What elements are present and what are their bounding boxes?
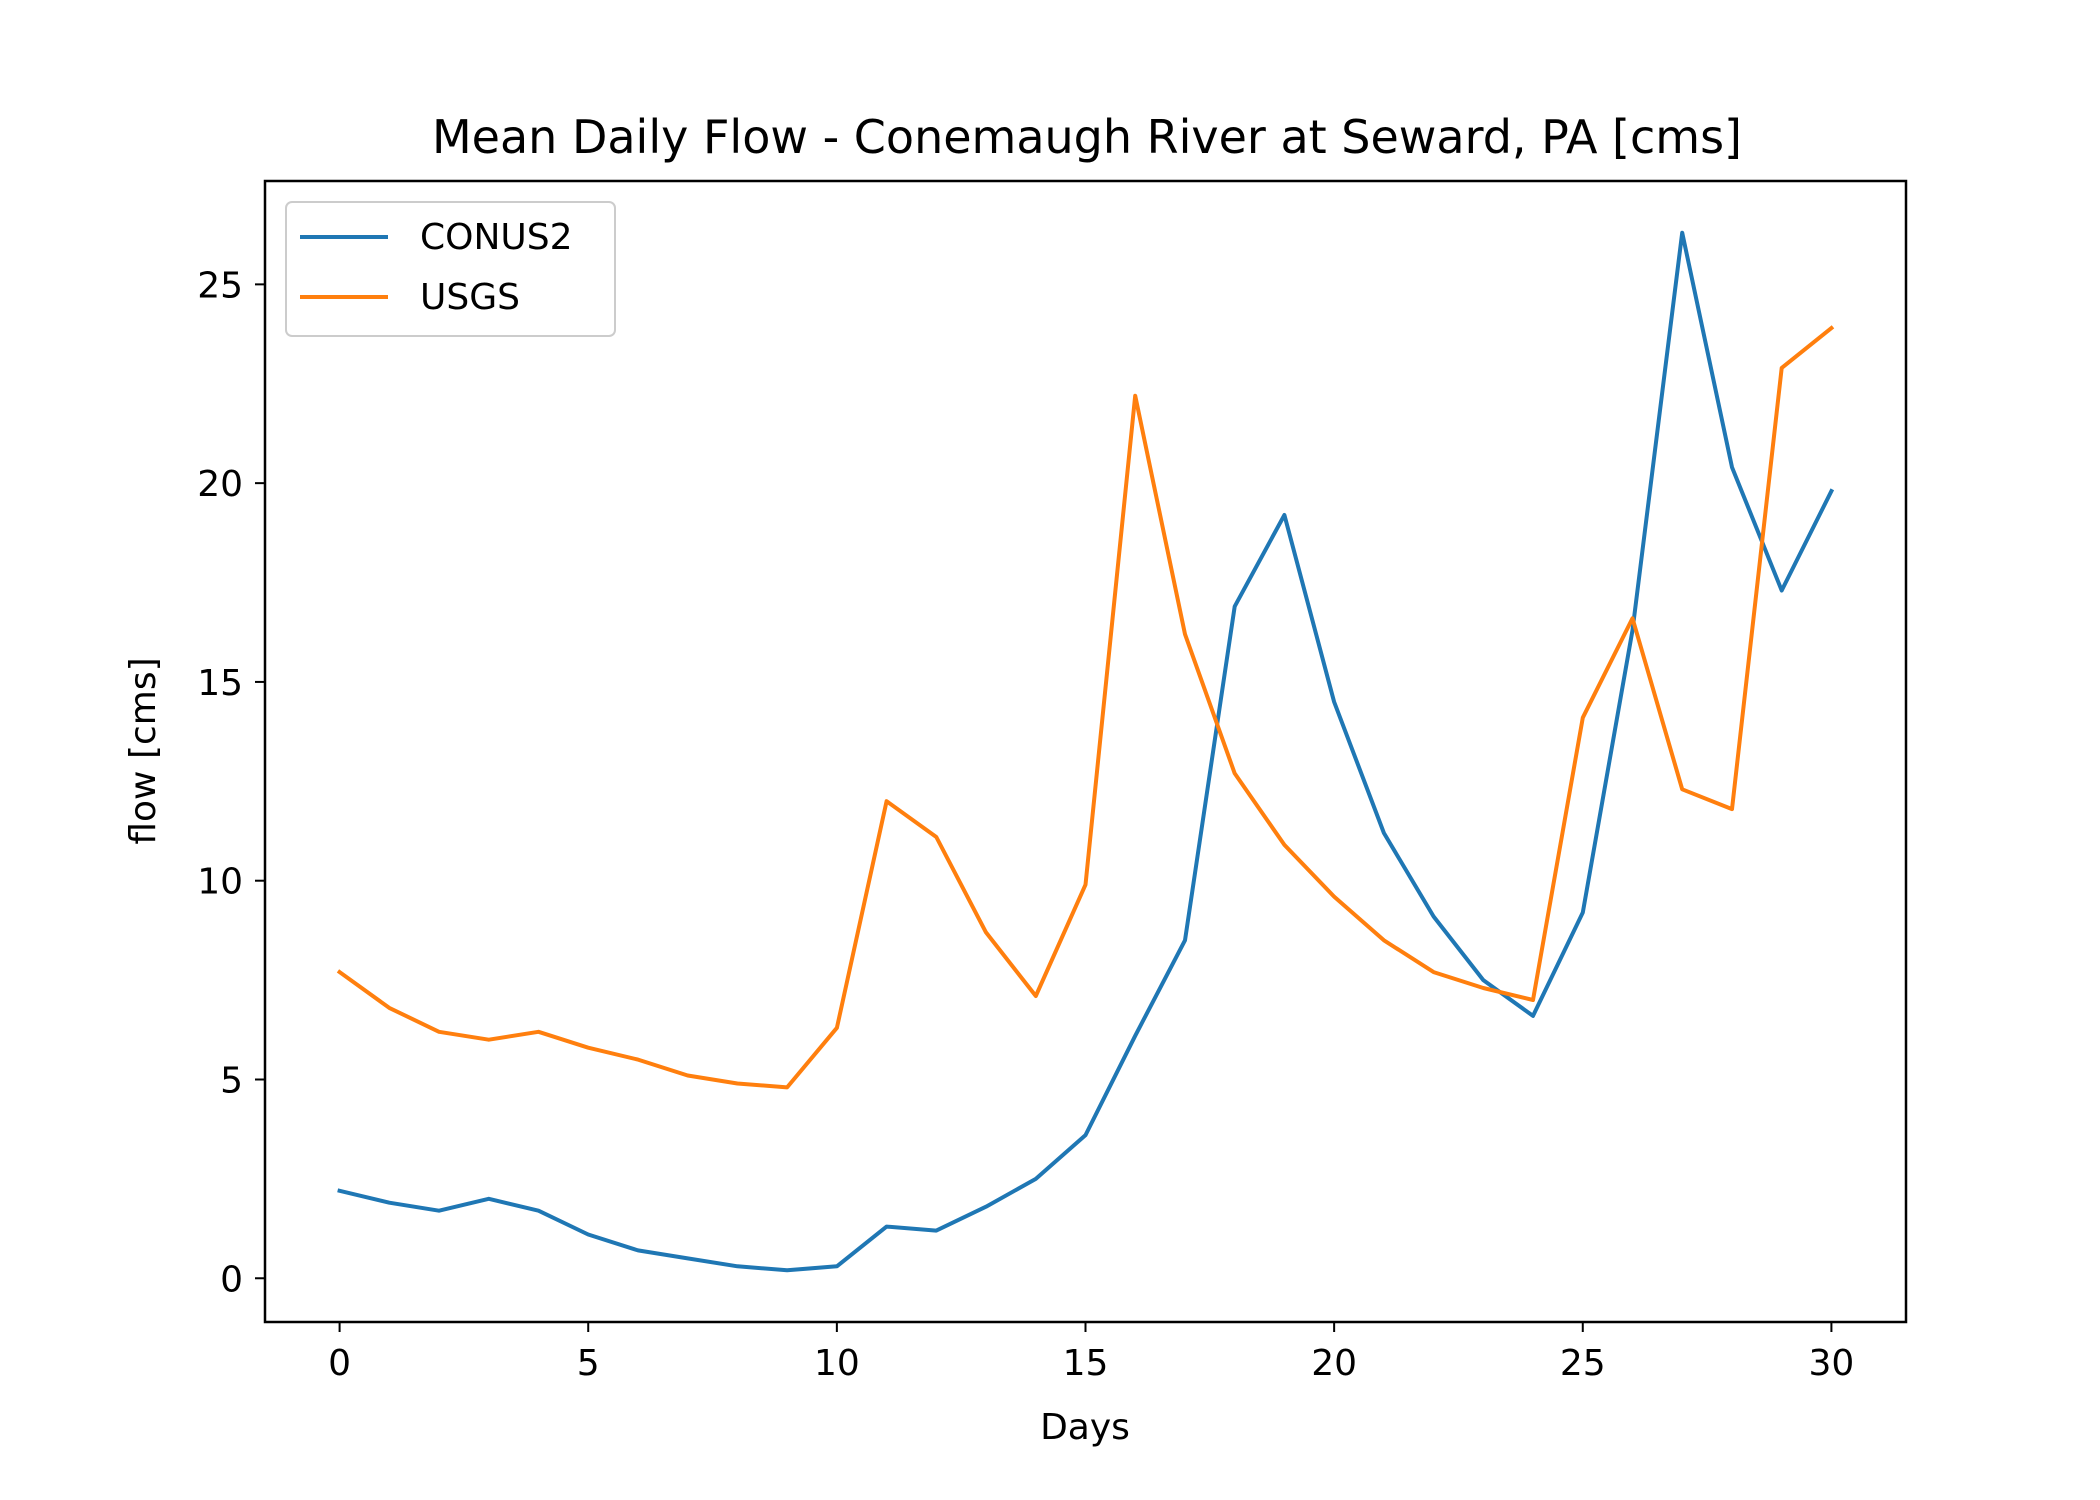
series-layer [336, 230, 1835, 1273]
x-tick-label: 15 [1063, 1343, 1109, 1384]
y-tick-label: 25 [197, 265, 243, 306]
x-tick-label: 30 [1809, 1343, 1855, 1384]
series-line-usgs [336, 325, 1835, 1090]
series-line-conus2 [337, 230, 1835, 1273]
y-tick-label: 15 [197, 663, 243, 704]
x-tick-label: 0 [328, 1343, 351, 1384]
legend-label-usgs: USGS [420, 277, 520, 318]
x-tick-label: 25 [1560, 1343, 1606, 1384]
legend: CONUS2 USGS [285, 201, 616, 337]
y-tick-label: 5 [220, 1060, 243, 1101]
y-tick-label: 10 [197, 862, 243, 903]
y-tick-label: 20 [197, 464, 243, 505]
chart-title: Mean Daily Flow - Conemaugh River at Sew… [432, 110, 1742, 164]
x-tick-label: 10 [814, 1343, 860, 1384]
x-tick-label: 20 [1311, 1343, 1357, 1384]
y-axis: 0 5 10 15 20 25 [197, 265, 265, 1300]
x-axis: 0 5 10 15 20 25 30 [328, 1322, 1854, 1384]
y-axis-label: flow [cms] [123, 657, 164, 844]
x-tick-label: 5 [577, 1343, 600, 1384]
legend-label-conus2: CONUS2 [420, 217, 573, 258]
y-tick-label: 0 [220, 1259, 243, 1300]
x-axis-label: Days [1040, 1407, 1130, 1448]
